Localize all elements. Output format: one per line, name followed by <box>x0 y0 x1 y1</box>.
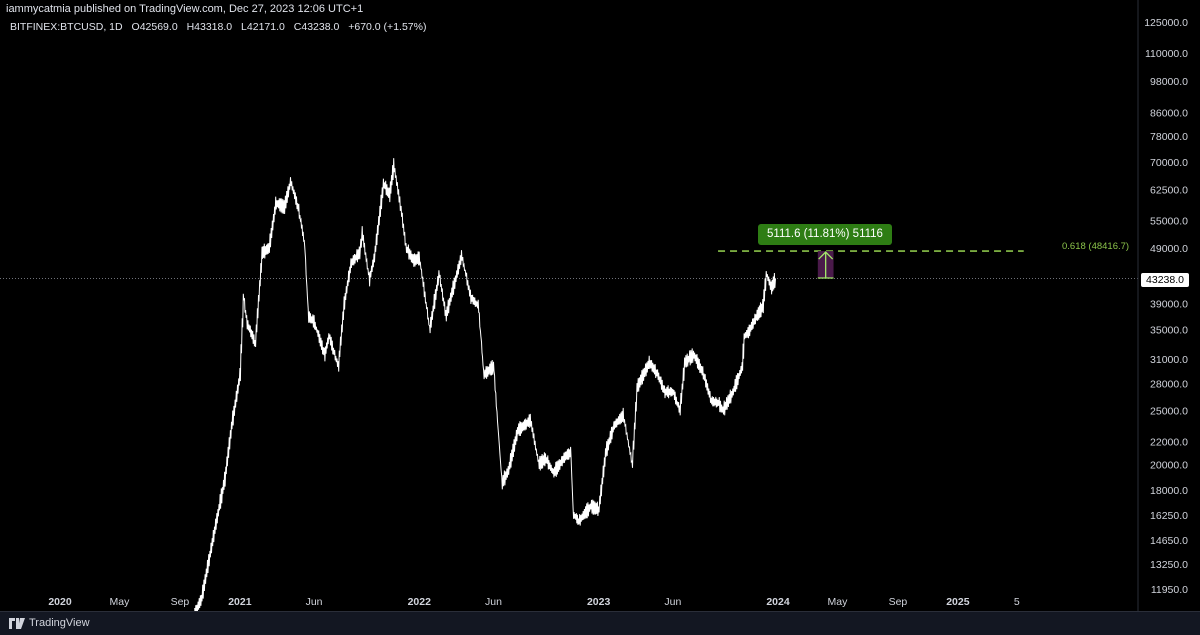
x-tick-label: May <box>828 596 849 608</box>
y-tick-label: 98000.0 <box>1150 76 1188 88</box>
y-tick-label: 78000.0 <box>1150 131 1188 143</box>
x-tick-label: 2024 <box>766 596 790 608</box>
y-tick-label: 16250.0 <box>1150 510 1188 522</box>
y-tick-label: 35000.0 <box>1150 324 1188 336</box>
x-tick-label: 2023 <box>587 596 611 608</box>
y-tick-label: 18000.0 <box>1150 485 1188 497</box>
open-value: O42569.0 <box>131 21 178 33</box>
y-tick-label: 125000.0 <box>1144 17 1188 29</box>
y-tick-label: 55000.0 <box>1150 215 1188 227</box>
x-tick-label: May <box>110 596 131 608</box>
x-tick-label: 2021 <box>228 596 252 608</box>
measure-arrow-icon <box>818 251 834 260</box>
symbol-label[interactable]: BITFINEX:BTCUSD, 1D <box>10 21 123 33</box>
y-tick-label: 62500.0 <box>1150 184 1188 196</box>
current-price-label: 43238.0 <box>1141 273 1189 287</box>
y-tick-label: 49000.0 <box>1150 243 1188 255</box>
y-tick-label: 39000.0 <box>1150 298 1188 310</box>
tradingview-logo-icon <box>9 618 25 629</box>
y-tick-label: 22000.0 <box>1150 437 1188 449</box>
y-tick-label: 28000.0 <box>1150 378 1188 390</box>
fib-level-label: 0.618 (48416.7) <box>1062 241 1130 252</box>
footer-brand: TradingView <box>29 617 90 629</box>
y-tick-label: 14650.0 <box>1150 535 1188 547</box>
ohlc-legend: BITFINEX:BTCUSD, 1D O42569.0 H43318.0 L4… <box>10 21 432 33</box>
x-tick-label: Sep <box>889 596 908 608</box>
x-tick-label: 2022 <box>408 596 432 608</box>
publisher-info: iammycatmia published on TradingView.com… <box>6 3 364 15</box>
x-tick-label: 2025 <box>946 596 970 608</box>
x-tick-label: Jun <box>664 596 681 608</box>
high-value: H43318.0 <box>186 21 233 33</box>
y-tick-label: 110000.0 <box>1145 48 1188 60</box>
y-tick-label: 31000.0 <box>1150 354 1188 366</box>
y-tick-label: 70000.0 <box>1150 157 1188 169</box>
y-tick-label: 13250.0 <box>1150 559 1188 571</box>
measure-label[interactable]: 5111.6 (11.81%) 51116 <box>758 224 892 245</box>
y-tick-label: 11950.0 <box>1151 584 1188 596</box>
x-tick-label: 2020 <box>48 596 72 608</box>
footer-bar: TradingView <box>0 611 1200 635</box>
low-value: L42171.0 <box>241 21 285 33</box>
y-tick-label: 20000.0 <box>1150 460 1188 472</box>
price-series <box>194 158 776 611</box>
y-tick-label: 86000.0 <box>1150 107 1188 119</box>
x-tick-label: Jun <box>485 596 502 608</box>
price-chart[interactable]: 125000.0 110000.0 98000.0 86000.0 78000.0 700… <box>0 0 1200 611</box>
x-tick-label: Sep <box>171 596 190 608</box>
x-tick-label: Jun <box>306 596 323 608</box>
y-tick-label: 25000.0 <box>1150 406 1188 418</box>
change-value: +670.0 (+1.57%) <box>348 21 427 33</box>
close-value: C43238.0 <box>293 21 340 33</box>
x-tick-label: 5 <box>1014 596 1020 608</box>
